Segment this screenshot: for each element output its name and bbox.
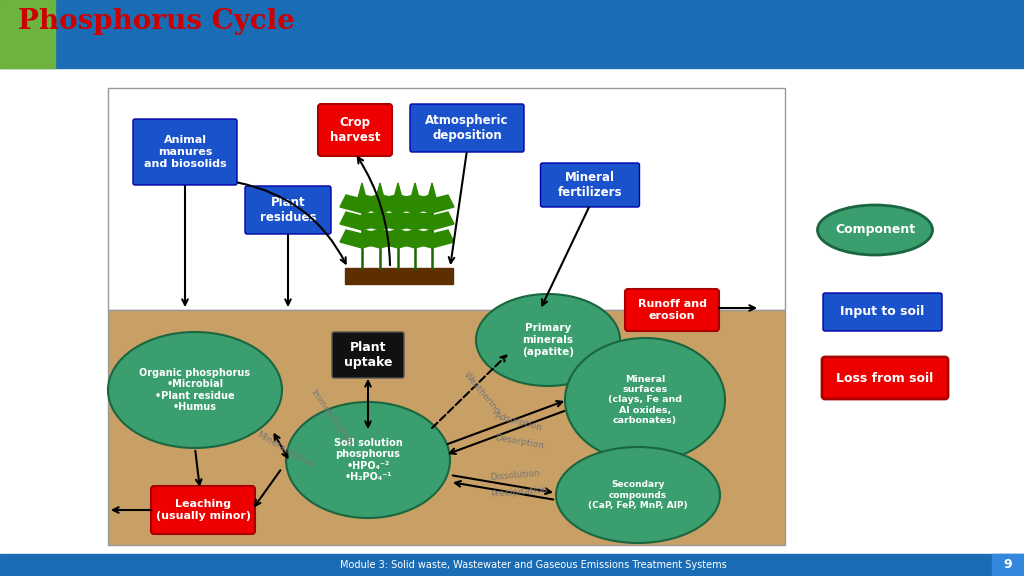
Text: Dissolution: Dissolution — [490, 468, 541, 482]
Text: Organic phosphorus
•Microbial
•Plant residue
•Humus: Organic phosphorus •Microbial •Plant res… — [139, 367, 251, 412]
Polygon shape — [410, 230, 432, 248]
Text: Loss from soil: Loss from soil — [837, 372, 934, 385]
Text: Module 3: Solid waste, Wastewater and Gaseous Emissions Treatment Systems: Module 3: Solid waste, Wastewater and Ga… — [340, 560, 727, 570]
Polygon shape — [376, 195, 398, 213]
Text: Runoff and
erosion: Runoff and erosion — [638, 299, 707, 321]
Polygon shape — [340, 230, 362, 248]
Polygon shape — [380, 230, 402, 248]
Text: Crop
harvest: Crop harvest — [330, 116, 380, 144]
Polygon shape — [380, 212, 402, 230]
Text: Phosphorus Cycle: Phosphorus Cycle — [18, 8, 295, 35]
Ellipse shape — [817, 205, 933, 255]
Text: Immobilization: Immobilization — [308, 388, 354, 448]
Polygon shape — [432, 230, 454, 248]
Polygon shape — [362, 230, 384, 248]
Text: Secondary
compounds
(CaP, FeP, MnP, AlP): Secondary compounds (CaP, FeP, MnP, AlP) — [588, 480, 688, 510]
Polygon shape — [415, 212, 437, 230]
FancyBboxPatch shape — [245, 186, 331, 234]
FancyBboxPatch shape — [410, 104, 524, 152]
Text: Primary
minerals
(apatite): Primary minerals (apatite) — [522, 323, 574, 357]
Text: Animal
manures
and biosolids: Animal manures and biosolids — [143, 135, 226, 169]
Polygon shape — [393, 212, 415, 230]
Polygon shape — [428, 183, 436, 198]
FancyBboxPatch shape — [133, 119, 237, 185]
Ellipse shape — [565, 338, 725, 462]
Polygon shape — [358, 195, 380, 213]
FancyBboxPatch shape — [822, 357, 948, 399]
Text: Desorption: Desorption — [494, 433, 545, 451]
Polygon shape — [415, 230, 437, 248]
FancyBboxPatch shape — [151, 486, 255, 534]
Polygon shape — [358, 183, 366, 198]
Bar — [0, 0, 1024, 68]
Polygon shape — [376, 212, 398, 230]
FancyBboxPatch shape — [332, 332, 404, 378]
Polygon shape — [362, 212, 384, 230]
Polygon shape — [376, 183, 384, 198]
Text: Component: Component — [835, 223, 915, 237]
Bar — [108, 88, 785, 310]
Text: Mineral
surfaces
(clays, Fe and
Al oxides,
carbonates): Mineral surfaces (clays, Fe and Al oxide… — [608, 375, 682, 425]
Bar — [992, 554, 1024, 576]
Polygon shape — [376, 230, 398, 248]
Ellipse shape — [556, 447, 720, 543]
Polygon shape — [398, 195, 420, 213]
Polygon shape — [393, 230, 415, 248]
Bar — [0, 0, 55, 68]
Bar — [108, 310, 785, 545]
FancyBboxPatch shape — [541, 163, 640, 207]
Polygon shape — [362, 195, 384, 213]
Bar — [0, 554, 1024, 576]
Text: 9: 9 — [1004, 559, 1013, 571]
Polygon shape — [398, 230, 420, 248]
FancyBboxPatch shape — [318, 104, 392, 156]
Text: Mineral
fertilizers: Mineral fertilizers — [558, 171, 623, 199]
Polygon shape — [394, 183, 402, 198]
Polygon shape — [415, 195, 437, 213]
FancyBboxPatch shape — [625, 289, 719, 331]
Polygon shape — [340, 212, 362, 230]
Polygon shape — [398, 212, 420, 230]
Polygon shape — [410, 212, 432, 230]
Ellipse shape — [286, 402, 450, 518]
Text: Weathering: Weathering — [462, 370, 503, 416]
Text: Atmospheric
deposition: Atmospheric deposition — [425, 114, 509, 142]
Polygon shape — [411, 183, 419, 198]
Text: Plant
residues: Plant residues — [260, 196, 316, 224]
Polygon shape — [432, 195, 454, 213]
Polygon shape — [358, 230, 380, 248]
Ellipse shape — [476, 294, 620, 386]
Text: Leaching
(usually minor): Leaching (usually minor) — [156, 499, 251, 521]
Text: Precipitation: Precipitation — [490, 485, 548, 499]
Bar — [345, 268, 453, 284]
Text: Plant
uptake: Plant uptake — [344, 341, 392, 369]
Polygon shape — [380, 195, 402, 213]
Text: Adsorption: Adsorption — [494, 411, 544, 433]
Polygon shape — [358, 212, 380, 230]
Polygon shape — [393, 195, 415, 213]
Text: Soil solution
phosphorus
•HPO₄⁻²
•H₂PO₄⁻¹: Soil solution phosphorus •HPO₄⁻² •H₂PO₄⁻… — [334, 438, 402, 483]
Polygon shape — [432, 212, 454, 230]
Ellipse shape — [108, 332, 282, 448]
Text: Mineralization: Mineralization — [255, 430, 315, 470]
FancyBboxPatch shape — [823, 293, 942, 331]
Text: Input to soil: Input to soil — [840, 305, 924, 319]
Polygon shape — [340, 195, 362, 213]
Polygon shape — [410, 195, 432, 213]
